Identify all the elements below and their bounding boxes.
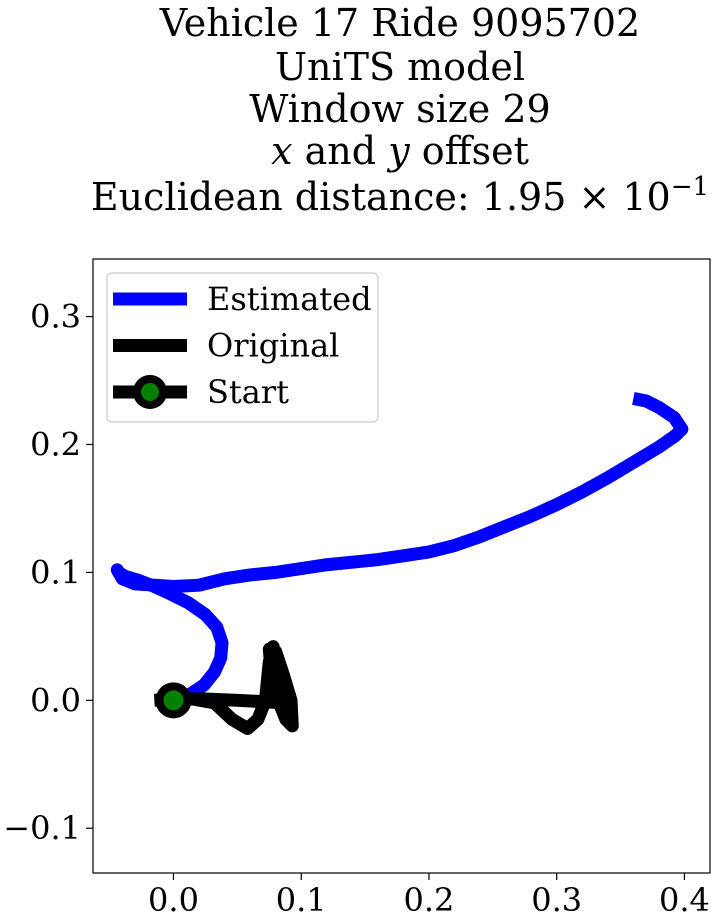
legend-marker <box>133 375 167 409</box>
y-tick-label: 0.1 <box>30 553 81 591</box>
legend-label: Start <box>207 373 289 411</box>
axis-ticks: 0.0 0.1 0.2 0.3 0.4 −0.1 0.0 0.1 0.2 0.3 <box>3 298 710 919</box>
x-tick-label: 0.1 <box>276 881 327 919</box>
title-line-5: Euclidean distance: 1.95 × 10−1 <box>91 172 709 219</box>
title-line-3: Window size 29 <box>249 87 550 131</box>
legend-label: Original <box>207 327 339 365</box>
x-tick-label: 0.0 <box>148 881 199 919</box>
start-marker <box>155 682 192 719</box>
legend: Estimated Original Start <box>106 272 379 423</box>
series-estimated-line <box>110 392 689 707</box>
title-line-2: UniTS model <box>275 45 525 89</box>
y-tick-label: 0.2 <box>30 425 81 463</box>
y-tick-label: 0.3 <box>30 298 81 336</box>
legend-label: Estimated <box>207 280 372 318</box>
legend-box <box>106 272 379 423</box>
chart-title: Vehicle 17 Ride 9095702 UniTS model Wind… <box>91 1 709 219</box>
x-tick-label: 0.3 <box>531 881 582 919</box>
y-tick-label: −0.1 <box>3 809 81 847</box>
series-original-line <box>153 640 299 735</box>
x-tick-label: 0.2 <box>404 881 455 919</box>
plot-area <box>110 392 689 735</box>
axes-frame <box>92 258 711 874</box>
y-tick-label: 0.0 <box>30 681 81 719</box>
title-line-1: Vehicle 17 Ride 9095702 <box>159 1 640 45</box>
title-line-4: x and y offset <box>271 129 529 173</box>
x-tick-label: 0.4 <box>659 881 710 919</box>
